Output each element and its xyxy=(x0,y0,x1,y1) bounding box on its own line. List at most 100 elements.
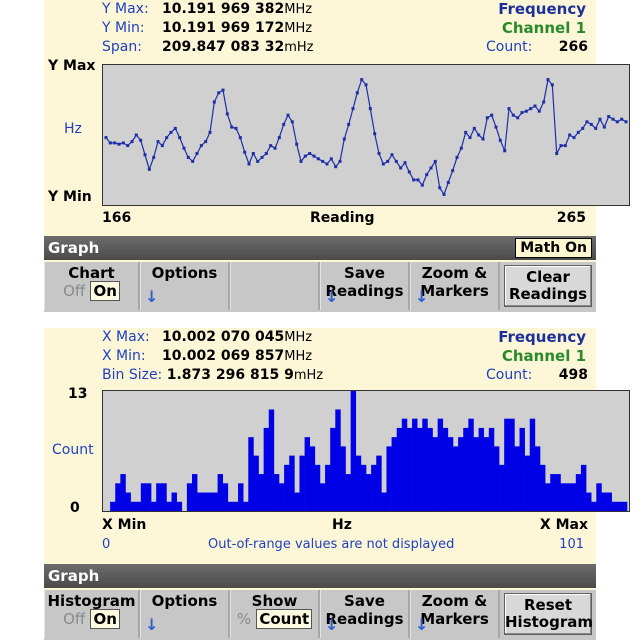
histogram-bar xyxy=(207,492,213,511)
histogram-bar xyxy=(279,483,285,511)
histogram-on-option: On xyxy=(90,609,120,629)
data-point xyxy=(247,162,251,166)
data-point xyxy=(490,113,494,117)
data-point xyxy=(615,120,619,124)
histogram-bar xyxy=(222,483,229,511)
binsize-row: Bin Size: 1.873 296 815 9mHz xyxy=(102,366,323,385)
histogram-bar xyxy=(586,492,592,511)
out-of-range-note: Out-of-range values are not displayed xyxy=(208,537,455,552)
series-line xyxy=(105,78,627,196)
data-point xyxy=(368,107,372,111)
span-value-row: 209.847 083 32mHz xyxy=(162,38,314,57)
data-point xyxy=(602,125,606,129)
histogram-bar xyxy=(463,427,469,511)
data-point xyxy=(347,122,351,126)
x-end-label: 265 xyxy=(556,210,586,226)
histogram-bar xyxy=(406,427,413,511)
save-readings-softkey[interactable]: Save Readings ↓ xyxy=(320,590,410,638)
clear-readings-button[interactable]: Clear Readings xyxy=(504,265,592,307)
histogram-bar xyxy=(268,409,275,511)
chart-off-option: Off xyxy=(63,282,86,300)
data-point xyxy=(594,126,598,130)
binsize-label: Bin Size: xyxy=(102,367,163,383)
data-point xyxy=(516,116,520,120)
histogram-off-option: Off xyxy=(63,610,86,628)
histogram-bar xyxy=(115,483,121,511)
data-point xyxy=(186,155,190,159)
data-point xyxy=(156,140,160,144)
show-softkey[interactable]: Show % Count xyxy=(230,590,320,638)
data-point xyxy=(529,107,533,111)
histogram-bar xyxy=(545,483,551,511)
xmin-value: 10.002 069 857 xyxy=(162,348,285,364)
data-point xyxy=(182,146,186,150)
data-point xyxy=(217,91,221,95)
histogram-bar xyxy=(319,483,326,511)
histogram-bar xyxy=(391,437,398,511)
x-unit-label: Hz xyxy=(332,517,352,533)
histogram-bar xyxy=(176,501,183,511)
options-softkey[interactable]: Options ↓ xyxy=(140,262,230,310)
histogram-bar xyxy=(325,464,331,511)
histogram-bar xyxy=(212,492,218,511)
binsize-unit: mHz xyxy=(293,368,324,383)
down-arrow-icon: ↓ xyxy=(145,615,159,634)
data-point xyxy=(581,126,585,130)
histogram-bar xyxy=(161,483,167,511)
data-point xyxy=(555,152,559,155)
count-label: Count: xyxy=(486,39,533,55)
histogram-bar xyxy=(243,501,249,511)
data-point xyxy=(589,122,593,126)
histogram-bar xyxy=(120,474,126,511)
histogram-bar xyxy=(447,437,454,511)
histogram-bar xyxy=(560,483,566,511)
chart-softkey[interactable]: Chart Off On xyxy=(44,262,140,310)
data-point xyxy=(260,155,264,159)
count-value: 498 xyxy=(558,367,588,383)
data-point xyxy=(277,136,281,140)
blank-softkey[interactable] xyxy=(230,262,320,310)
data-point xyxy=(412,178,416,182)
data-point xyxy=(446,181,450,184)
histogram-bar xyxy=(473,437,479,511)
data-point xyxy=(290,120,294,124)
histogram-bar xyxy=(504,418,510,511)
data-point xyxy=(169,130,173,134)
data-point xyxy=(498,138,502,142)
ymin-unit: MHz xyxy=(284,21,313,36)
ymin-value: 10.191 969 172 xyxy=(162,20,285,36)
histogram-bar xyxy=(509,418,515,511)
data-point xyxy=(126,144,130,148)
data-point xyxy=(433,159,437,163)
data-point xyxy=(390,153,394,157)
data-point xyxy=(238,136,242,140)
data-point xyxy=(230,125,234,129)
menu-title-bar: Graph Math On xyxy=(44,236,596,260)
histogram-softkey[interactable]: Histogram Off On xyxy=(44,590,140,638)
data-point xyxy=(425,173,429,177)
menu-title-bar: Graph xyxy=(44,564,596,588)
zoom-markers-softkey[interactable]: Zoom & Markers ↓ xyxy=(410,590,500,638)
histogram-bar xyxy=(570,483,577,511)
histogram-bar xyxy=(366,474,372,511)
histogram-bar xyxy=(232,501,239,511)
data-point xyxy=(455,155,459,159)
down-arrow-icon: ↓ xyxy=(415,615,429,634)
histogram-bar xyxy=(616,501,623,511)
zoom-markers-softkey[interactable]: Zoom & Markers ↓ xyxy=(410,262,500,310)
options-softkey[interactable]: Options ↓ xyxy=(140,590,230,638)
data-point xyxy=(611,117,615,121)
histogram-bar xyxy=(396,427,403,511)
reset-histogram-button[interactable]: Reset Histogram xyxy=(504,593,593,635)
xmin-label: X Min: xyxy=(102,348,146,364)
data-point xyxy=(420,183,424,187)
data-point xyxy=(511,113,515,117)
histogram-bar xyxy=(110,501,116,511)
histogram-bar xyxy=(156,483,162,511)
data-point xyxy=(399,166,403,170)
histogram-bar xyxy=(294,492,300,511)
save-label-1: Save xyxy=(344,264,385,282)
histogram-chart xyxy=(110,391,628,511)
histogram-softkey-title: Histogram xyxy=(47,592,136,610)
save-readings-softkey[interactable]: Save Readings ↓ xyxy=(320,262,410,310)
